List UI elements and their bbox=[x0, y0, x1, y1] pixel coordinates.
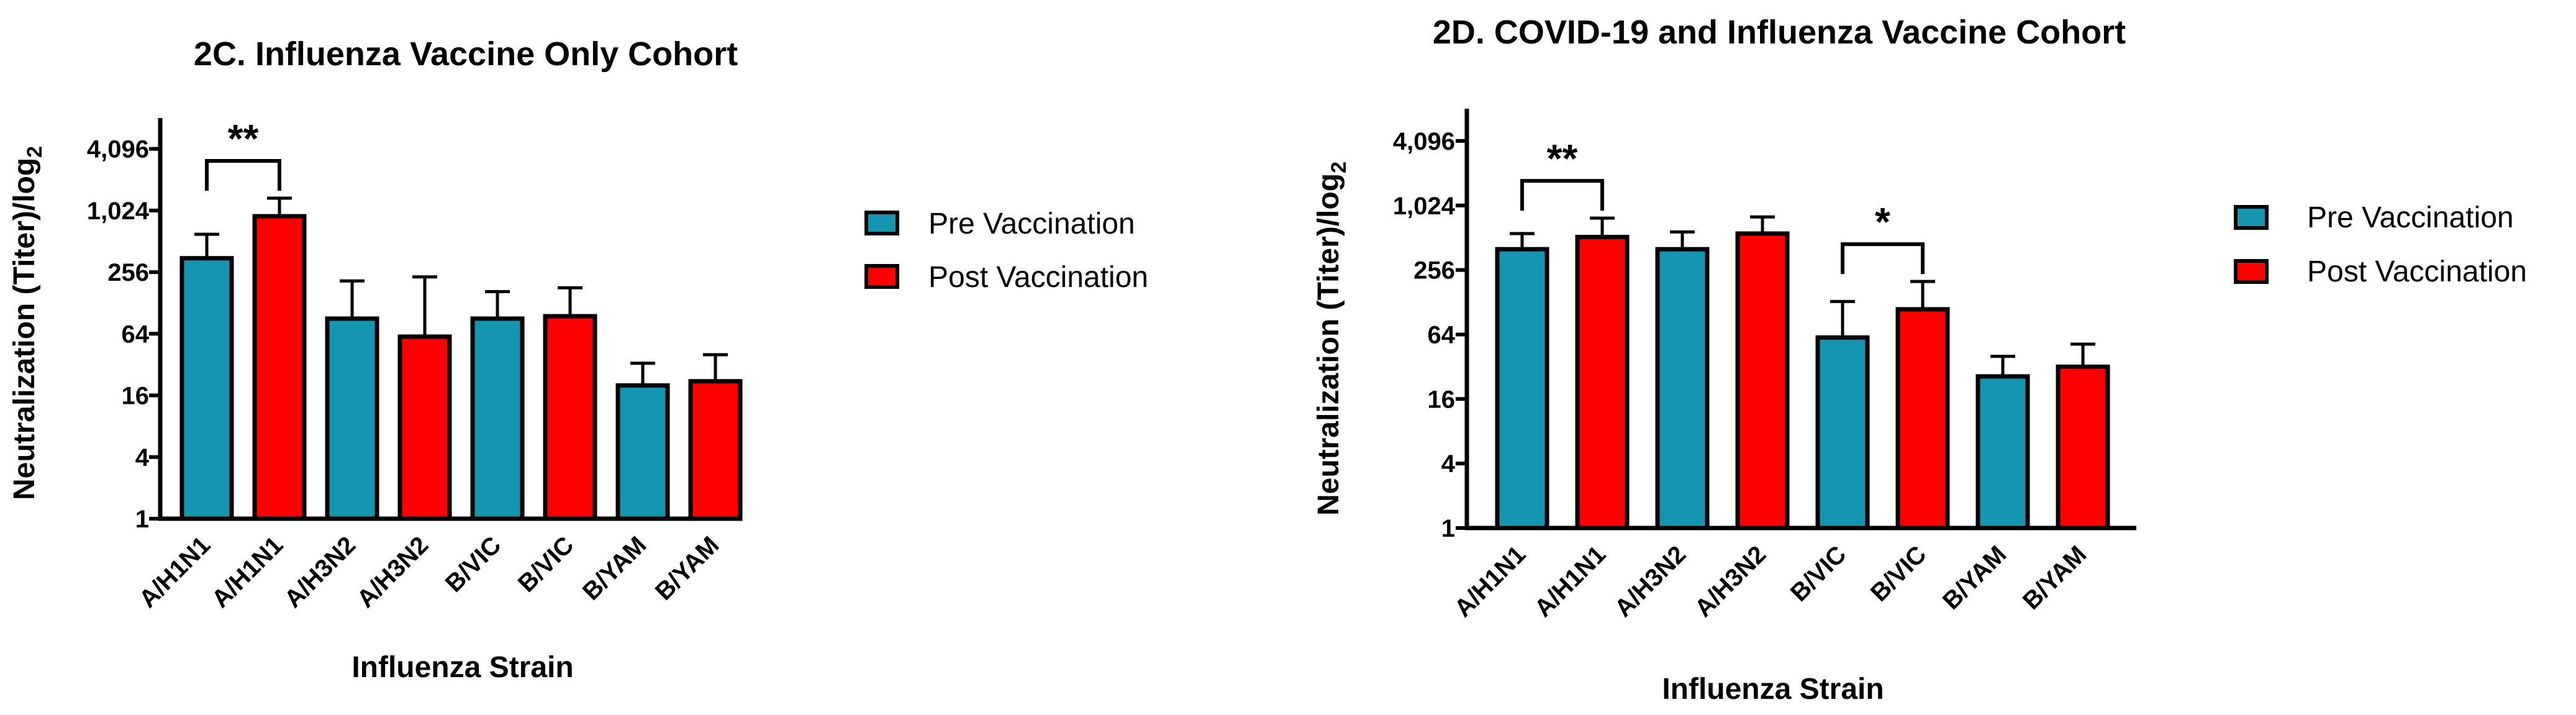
legend-label-post: Post Vaccination bbox=[928, 261, 1148, 294]
axes bbox=[158, 118, 736, 521]
bar bbox=[1815, 335, 1870, 531]
bars bbox=[1495, 215, 2110, 531]
bar bbox=[1575, 235, 1630, 531]
y-tick-label: 256 bbox=[107, 259, 149, 286]
bar bbox=[1735, 231, 1790, 531]
y-tick-label: 4,096 bbox=[1393, 128, 1455, 155]
significance-markers: ** bbox=[205, 116, 281, 191]
x-tick-label: B/YAM bbox=[2018, 540, 2092, 615]
axes bbox=[1464, 109, 2136, 531]
bar bbox=[179, 256, 234, 521]
bar bbox=[1975, 374, 2030, 531]
y-tick-label: 4 bbox=[1441, 450, 1456, 478]
y-tick-label: 1 bbox=[1441, 515, 1455, 542]
bar bbox=[470, 316, 525, 521]
y-ticks: 1 4 16 64 256 1,024 4,096 bbox=[87, 136, 160, 533]
y-tick-label: 16 bbox=[1428, 386, 1456, 413]
y-tick-label: 1,024 bbox=[87, 198, 150, 225]
bar bbox=[615, 383, 670, 521]
x-tick-label: B/VIC bbox=[513, 531, 579, 598]
legend-swatch-post bbox=[2234, 259, 2269, 284]
y-tick-label: 64 bbox=[122, 321, 150, 348]
y-tick-label: 16 bbox=[122, 383, 150, 410]
bars bbox=[179, 196, 743, 521]
x-axis-label: Influenza Strain bbox=[1662, 673, 1884, 706]
y-axis-label-subscript: 2 bbox=[1327, 162, 1351, 173]
y-axis-label: Neutralization (Titer)/log2 bbox=[1312, 162, 1351, 516]
bar bbox=[543, 314, 597, 521]
chart-title: 2C. Influenza Vaccine Only Cohort bbox=[194, 35, 738, 73]
x-tick-label: B/VIC bbox=[440, 531, 507, 598]
significance-label: ** bbox=[228, 116, 259, 161]
legend-label-pre: Pre Vaccination bbox=[928, 207, 1135, 240]
bar bbox=[2056, 364, 2110, 531]
x-tick-label: A/H1N1 bbox=[1449, 540, 1531, 622]
bar bbox=[1895, 307, 1950, 531]
bar bbox=[1655, 247, 1710, 531]
bar bbox=[397, 334, 452, 521]
x-tick-label: B/YAM bbox=[578, 531, 652, 606]
y-axis-label-text: Neutralization (Titer)/log bbox=[1312, 173, 1345, 516]
y-tick-label: 1 bbox=[135, 506, 149, 533]
bar bbox=[252, 214, 307, 521]
bar bbox=[688, 379, 743, 521]
x-tick-label: A/H1N1 bbox=[1530, 540, 1612, 622]
legend-swatch-pre bbox=[864, 211, 899, 235]
y-axis-label: Neutralization (Titer)/log2 bbox=[8, 146, 47, 500]
bar bbox=[325, 316, 379, 521]
legend-swatch-post bbox=[864, 264, 899, 289]
significance-label: * bbox=[1875, 199, 1890, 244]
chart-2d: 2D. COVID-19 and Influenza Vaccine Cohor… bbox=[1312, 14, 2136, 706]
legend-swatch-pre bbox=[2234, 205, 2269, 230]
y-ticks: 1 4 16 64 256 1,024 4,096 bbox=[1393, 128, 1467, 542]
x-tick-label: A/H3N2 bbox=[352, 531, 434, 613]
x-tick-label: A/H3N2 bbox=[279, 531, 361, 613]
legend-2c: Pre Vaccination Post Vaccination bbox=[864, 207, 1148, 294]
y-tick-label: 256 bbox=[1413, 257, 1455, 285]
significance-bracket bbox=[1841, 242, 1925, 275]
significance-label: ** bbox=[1547, 136, 1578, 181]
x-tick-label: B/VIC bbox=[1785, 540, 1852, 607]
significance-bracket bbox=[1520, 179, 1604, 211]
x-tick-label: B/VIC bbox=[1866, 540, 1932, 607]
y-axis-label-subscript: 2 bbox=[23, 146, 47, 158]
chart-title: 2D. COVID-19 and Influenza Vaccine Cohor… bbox=[1433, 14, 2126, 51]
x-axis-label: Influenza Strain bbox=[351, 651, 573, 684]
x-tick-label: B/YAM bbox=[1938, 540, 2012, 615]
x-tick-label: A/H1N1 bbox=[207, 531, 289, 613]
legend-label-pre: Pre Vaccination bbox=[2307, 201, 2514, 234]
y-tick-label: 64 bbox=[1428, 321, 1456, 348]
x-tick-label: A/H1N1 bbox=[134, 531, 216, 613]
x-tick-label: A/H3N2 bbox=[1610, 540, 1692, 622]
legend-2d: Pre Vaccination Post Vaccination bbox=[2234, 201, 2527, 288]
bar bbox=[1495, 247, 1549, 531]
y-axis-label-text: Neutralization (Titer)/log bbox=[8, 158, 41, 500]
x-tick-label: B/YAM bbox=[650, 531, 725, 606]
y-tick-label: 4,096 bbox=[87, 136, 149, 163]
significance-markers: *** bbox=[1520, 136, 1925, 275]
y-tick-label: 4 bbox=[135, 444, 150, 471]
chart-2c: 2C. Influenza Vaccine Only Cohort Neutra… bbox=[8, 35, 743, 684]
significance-bracket bbox=[205, 159, 281, 191]
legend-label-post: Post Vaccination bbox=[2307, 255, 2527, 288]
x-tick-label: A/H3N2 bbox=[1690, 540, 1772, 622]
y-tick-label: 1,024 bbox=[1393, 193, 1456, 220]
